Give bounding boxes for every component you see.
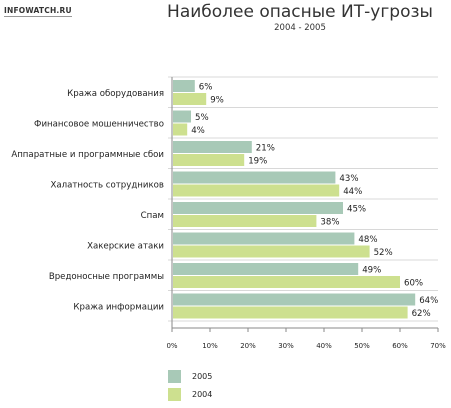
data-label-2005: 48% <box>358 235 377 245</box>
data-label-2004: 44% <box>343 187 362 197</box>
category-label: Хакерские атаки <box>87 242 164 252</box>
data-label-2005: 64% <box>419 296 438 306</box>
bar-2005 <box>173 141 252 153</box>
legend-item-2005: 2005 <box>168 370 212 383</box>
bar-2004 <box>173 306 408 319</box>
data-label-2005: 45% <box>347 205 366 215</box>
x-tick-label: 40% <box>316 342 332 350</box>
bar-2005 <box>173 263 359 275</box>
category-label: Кража информации <box>73 303 164 313</box>
category-label: Спам <box>141 211 164 221</box>
bar-2004 <box>173 184 340 197</box>
x-tick-label: 20% <box>240 342 256 350</box>
bar-2005 <box>173 171 336 184</box>
bar-2004 <box>173 123 188 136</box>
legend-item-2004: 2004 <box>168 388 212 401</box>
bar-2004 <box>173 215 317 227</box>
x-tick-label: 10% <box>202 342 218 350</box>
category-label: Халатность сотрудников <box>50 181 164 191</box>
legend-swatch-2005 <box>168 370 181 383</box>
chart-title: Наиболее опасные ИТ-угрозы <box>167 2 433 22</box>
legend-swatch-2004 <box>168 388 181 401</box>
data-label-2004: 9% <box>210 96 224 106</box>
x-tick-label: 50% <box>354 342 370 350</box>
bar-2004 <box>173 154 245 166</box>
bar-2005 <box>173 80 195 92</box>
bar-2005 <box>173 202 343 214</box>
bar-2004 <box>173 93 207 105</box>
chart-subtitle: 2004 - 2005 <box>274 23 326 33</box>
data-label-2004: 38% <box>320 218 339 228</box>
category-label: Кража оборудования <box>67 89 164 99</box>
data-label-2004: 19% <box>248 157 267 167</box>
bar-2005 <box>173 293 416 306</box>
data-label-2005: 43% <box>339 174 358 184</box>
data-label-2004: 60% <box>404 279 423 289</box>
x-tick-label: 0% <box>166 342 177 350</box>
x-tick-label: 70% <box>430 342 446 350</box>
category-label: Вредоносные программы <box>49 272 164 282</box>
bar-2005 <box>173 110 191 123</box>
data-label-2004: 4% <box>191 126 205 136</box>
data-label-2004: 52% <box>374 248 393 258</box>
category-label: Финансовое мошенничество <box>34 120 164 130</box>
bar-2004 <box>173 276 400 288</box>
bar-2005 <box>173 232 355 245</box>
data-label-2005: 49% <box>362 266 381 276</box>
x-tick-label: 60% <box>392 342 408 350</box>
data-label-2005: 5% <box>195 113 209 123</box>
data-label-2005: 21% <box>256 144 275 154</box>
x-tick-label: 30% <box>278 342 294 350</box>
legend-label-2004: 2004 <box>192 390 213 399</box>
data-label-2005: 6% <box>199 83 213 93</box>
data-label-2004: 62% <box>412 309 431 319</box>
category-label: Аппаратные и программные сбои <box>11 150 164 160</box>
legend-label-2005: 2005 <box>192 372 213 381</box>
brand-logo: INFOWATCH.RU <box>4 6 72 17</box>
bar-2004 <box>173 245 370 258</box>
